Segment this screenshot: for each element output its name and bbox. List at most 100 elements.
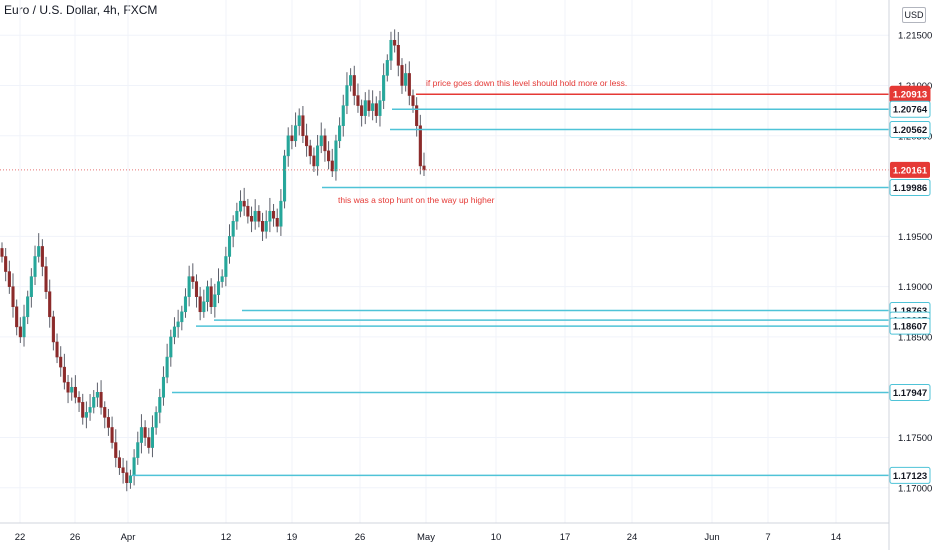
candle bbox=[422, 152, 426, 177]
svg-text:1.18607: 1.18607 bbox=[893, 322, 927, 333]
candle bbox=[400, 58, 404, 94]
candle bbox=[396, 31, 400, 77]
candle bbox=[301, 106, 305, 144]
currency-button[interactable]: USD bbox=[902, 7, 926, 23]
svg-text:1.19986: 1.19986 bbox=[893, 183, 927, 194]
price-tick-label: 1.19000 bbox=[898, 282, 932, 293]
candle bbox=[415, 97, 419, 137]
candle bbox=[389, 31, 393, 71]
candle bbox=[205, 280, 210, 312]
svg-text:1.17123: 1.17123 bbox=[893, 471, 927, 482]
candle bbox=[345, 72, 349, 115]
candle bbox=[143, 420, 147, 446]
candle bbox=[180, 305, 184, 331]
candle bbox=[59, 346, 63, 377]
level-tag-1.20913: 1.20913 bbox=[889, 85, 931, 103]
candle bbox=[356, 83, 360, 113]
candle bbox=[286, 127, 290, 167]
svg-text:1.20562: 1.20562 bbox=[893, 125, 927, 136]
time-tick-label: 19 bbox=[287, 532, 298, 543]
candle bbox=[338, 117, 342, 149]
candle bbox=[51, 310, 55, 351]
candle bbox=[81, 393, 85, 425]
candle bbox=[0, 242, 4, 263]
candle bbox=[128, 469, 132, 489]
candle bbox=[418, 114, 422, 175]
current-price-tag: 1.20161 bbox=[890, 161, 930, 178]
candle bbox=[161, 366, 166, 406]
candle bbox=[235, 202, 239, 230]
candle bbox=[360, 99, 364, 127]
time-axis[interactable]: 22 26 Apr 12 19 26 May 10 17 24 Jun 7 14 bbox=[15, 532, 842, 543]
time-tick-label: 14 bbox=[831, 532, 842, 543]
candle bbox=[55, 333, 59, 364]
svg-text:1.17947: 1.17947 bbox=[893, 388, 927, 399]
candle bbox=[246, 198, 250, 224]
candle bbox=[172, 317, 177, 345]
candle bbox=[407, 61, 411, 106]
candle bbox=[84, 401, 88, 429]
candle bbox=[264, 210, 268, 239]
candle bbox=[213, 283, 217, 318]
candle bbox=[404, 63, 408, 92]
candle bbox=[11, 273, 15, 318]
svg-text:1.20161: 1.20161 bbox=[893, 165, 928, 176]
candle bbox=[26, 290, 30, 325]
candle bbox=[371, 90, 375, 121]
time-tick-label: Apr bbox=[121, 532, 136, 543]
candle bbox=[341, 94, 345, 137]
candle bbox=[73, 375, 77, 404]
candle bbox=[95, 382, 99, 407]
candle bbox=[242, 187, 246, 216]
candle bbox=[194, 274, 199, 308]
candle bbox=[249, 206, 254, 233]
level-tag-1.19986: 1.19986 bbox=[889, 178, 931, 196]
candle bbox=[216, 268, 221, 304]
candle bbox=[165, 343, 169, 384]
level-tag-1.17947: 1.17947 bbox=[889, 384, 931, 402]
time-tick-label: 12 bbox=[221, 532, 232, 543]
candle bbox=[308, 139, 312, 165]
candle bbox=[33, 245, 37, 286]
candle bbox=[363, 92, 367, 125]
candle bbox=[37, 233, 41, 263]
candle bbox=[92, 390, 96, 414]
candle bbox=[136, 431, 140, 465]
candle bbox=[312, 147, 316, 172]
candle bbox=[99, 380, 103, 415]
candle bbox=[147, 427, 151, 454]
candle bbox=[18, 317, 22, 343]
candle bbox=[106, 408, 110, 436]
candle bbox=[4, 248, 8, 282]
candle bbox=[139, 414, 143, 454]
candle bbox=[253, 199, 257, 230]
time-tick-label: 17 bbox=[560, 532, 571, 543]
candle bbox=[154, 406, 158, 435]
candle bbox=[316, 134, 320, 176]
candle bbox=[132, 449, 136, 486]
candle bbox=[209, 278, 213, 315]
price-tick-label: 1.17500 bbox=[898, 433, 932, 444]
candle bbox=[334, 134, 338, 181]
candle bbox=[382, 63, 386, 110]
candle bbox=[117, 450, 121, 475]
candle bbox=[176, 309, 180, 338]
candle bbox=[330, 148, 334, 178]
candle bbox=[220, 269, 224, 288]
level-tag-1.18607: 1.18607 bbox=[889, 317, 931, 335]
candle bbox=[22, 304, 26, 347]
candle bbox=[279, 189, 283, 236]
svg-text:1.20913: 1.20913 bbox=[893, 90, 927, 101]
candle bbox=[114, 429, 118, 468]
candle bbox=[268, 197, 272, 233]
annotation-stop-hunt: this was a stop hunt on the way up highe… bbox=[338, 195, 495, 205]
candle bbox=[283, 149, 287, 209]
candle bbox=[191, 263, 195, 289]
price-tick-label: 1.19500 bbox=[898, 232, 932, 243]
candle bbox=[125, 460, 129, 492]
candle bbox=[327, 141, 331, 170]
candle bbox=[290, 124, 294, 150]
candle bbox=[62, 353, 66, 390]
candle bbox=[88, 394, 92, 421]
